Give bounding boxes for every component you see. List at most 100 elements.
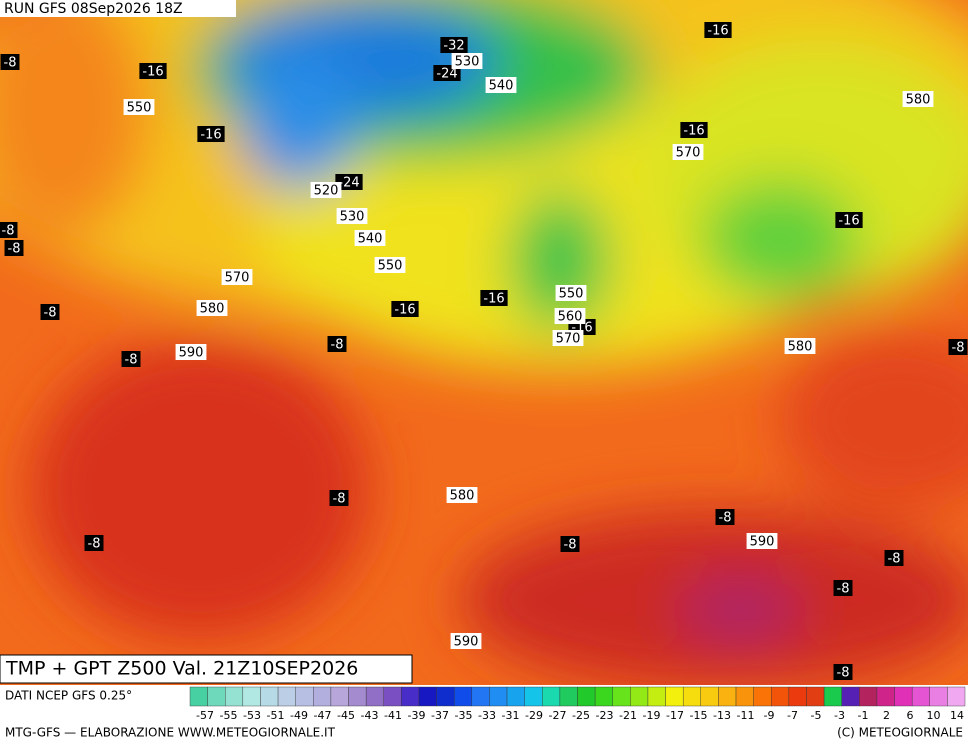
scale-swatch	[735, 686, 754, 707]
scale-swatch	[348, 686, 367, 707]
scale-swatch	[841, 686, 860, 707]
label-box	[552, 330, 584, 346]
scale-swatch	[682, 686, 701, 707]
label-box	[121, 351, 141, 367]
scale-swatch	[718, 686, 737, 707]
contour-label: -24	[338, 176, 359, 191]
label-box	[123, 99, 155, 115]
scale-label: -27	[549, 709, 567, 722]
label-box	[329, 490, 349, 506]
contour-label: 580	[906, 93, 931, 108]
contour-label: -16	[683, 124, 704, 139]
scale-swatch	[771, 686, 790, 707]
scale-swatch	[277, 686, 296, 707]
contour-label: 520	[314, 184, 339, 199]
label-box	[391, 301, 419, 317]
scale-swatch	[753, 686, 772, 707]
scale-label: 2	[883, 709, 890, 722]
run-box	[0, 0, 236, 17]
contour-label: -16	[142, 65, 163, 80]
contour-label: 580	[450, 489, 475, 504]
scale-label: -39	[408, 709, 426, 722]
scale-label: -7	[787, 709, 798, 722]
label-box	[715, 509, 735, 525]
scale-swatch	[401, 686, 420, 707]
scale-swatch	[242, 686, 261, 707]
scale-label: -25	[572, 709, 590, 722]
label-box	[560, 536, 580, 552]
label-box	[680, 122, 708, 138]
scale-swatch	[559, 686, 578, 707]
label-box	[480, 290, 508, 306]
label-box	[197, 126, 225, 142]
scale-swatch	[894, 686, 913, 707]
scale-label: -43	[361, 709, 379, 722]
scale-swatch	[207, 686, 226, 707]
label-box	[746, 533, 778, 549]
label-box	[704, 22, 732, 38]
scale-label: -37	[431, 709, 449, 722]
contour-label: 570	[676, 146, 701, 161]
scale-swatch	[189, 686, 208, 707]
temperature-field	[0, 0, 968, 690]
scale-label: -41	[384, 709, 402, 722]
contour-label: 590	[179, 346, 204, 361]
contour-label: 530	[455, 55, 480, 70]
contour-label: 530	[340, 210, 365, 225]
label-box	[554, 308, 586, 324]
scale-label: 10	[927, 709, 941, 722]
contour-label: -16	[200, 128, 221, 143]
label-box	[450, 633, 482, 649]
label-box	[833, 664, 853, 680]
scale-swatch	[383, 686, 402, 707]
label-box	[196, 300, 228, 316]
source-label: DATI NCEP GFS 0.25°	[5, 689, 132, 703]
scale-label: -47	[314, 709, 332, 722]
scale-label: -33	[478, 709, 496, 722]
label-box	[884, 550, 904, 566]
contour-label: -16	[483, 292, 504, 307]
scale-swatch	[823, 686, 842, 707]
scale-swatch	[876, 686, 895, 707]
scale-swatch	[612, 686, 631, 707]
contour-label: -8	[125, 353, 138, 368]
contour-label: 580	[788, 340, 813, 355]
scale-swatch	[506, 686, 525, 707]
scale-swatch	[295, 686, 314, 707]
contour-label: 590	[454, 635, 479, 650]
label-box	[175, 344, 207, 360]
label-box	[784, 338, 816, 354]
contour-label: -8	[837, 582, 850, 597]
contour-label: 570	[556, 332, 581, 347]
contour-label: -8	[2, 224, 15, 239]
scale-label: 14	[950, 709, 964, 722]
contour-label: -8	[4, 56, 17, 71]
contour-label: -8	[8, 242, 21, 257]
scale-label: -3	[834, 709, 845, 722]
contour-label: -32	[443, 39, 464, 54]
label-box	[555, 285, 587, 301]
title-box	[0, 654, 413, 684]
map-title: TMP + GPT Z500 Val. 21Z10SEP2026	[5, 658, 358, 680]
contour-label: -8	[333, 492, 346, 507]
scale-swatch	[225, 686, 244, 707]
label-box	[374, 257, 406, 273]
scale-label: -21	[619, 709, 637, 722]
scale-label: -1	[858, 709, 869, 722]
contour-label: 580	[200, 302, 225, 317]
scale-label: -19	[643, 709, 661, 722]
scale-swatch	[788, 686, 807, 707]
scale-swatch	[471, 686, 490, 707]
run-label: RUN GFS 08Sep2026 18Z	[4, 1, 183, 17]
label-box	[354, 230, 386, 246]
label-box	[40, 304, 60, 320]
scale-label: -23	[596, 709, 614, 722]
label-box	[84, 535, 104, 551]
contour-label: -16	[838, 214, 859, 229]
scale-swatch	[454, 686, 473, 707]
scale-swatch	[524, 686, 543, 707]
label-box	[902, 91, 934, 107]
label-box	[4, 240, 24, 256]
scale-swatch	[630, 686, 649, 707]
label-box	[0, 222, 18, 238]
